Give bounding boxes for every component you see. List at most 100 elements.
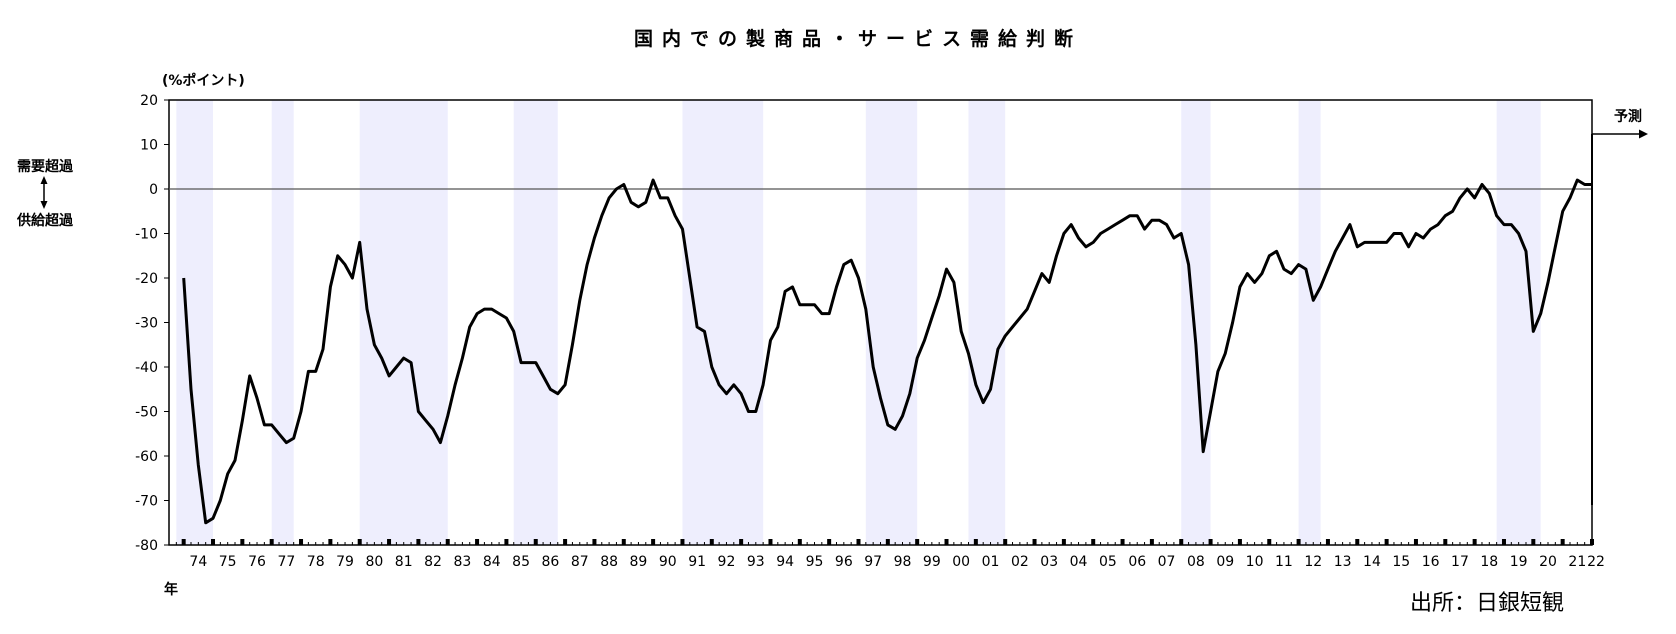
x-year-tick [1267, 539, 1272, 545]
x-tick-label: 16 [1422, 554, 1440, 570]
x-tick-label: 95 [806, 554, 824, 570]
x-year-tick [357, 539, 362, 545]
x-tick-label: 87 [571, 554, 589, 570]
x-tick-label: 85 [512, 554, 530, 570]
x-tick-label: 96 [835, 554, 853, 570]
x-tick-label: 98 [894, 554, 912, 570]
side-arrow-up-head [40, 176, 48, 184]
x-tick-label: 18 [1480, 554, 1498, 570]
shaded-period [176, 100, 214, 545]
x-year-tick [1091, 539, 1096, 545]
x-tick-label: 00 [952, 554, 970, 570]
x-tick-label: 88 [600, 554, 618, 570]
x-year-tick [827, 539, 832, 545]
x-tick-label: 11 [1275, 554, 1293, 570]
x-year-tick [445, 539, 450, 545]
x-year-tick [709, 539, 714, 545]
chart-title: 国内での製商品・サービス需給判断 [634, 27, 1082, 50]
x-year-tick [768, 539, 773, 545]
y-tick-label: -40 [135, 360, 158, 376]
x-tick-label: 97 [864, 554, 882, 570]
series-line [182, 178, 1592, 525]
x-year-tick [915, 539, 920, 545]
x-year-tick [1443, 539, 1448, 545]
x-tick-label: 08 [1187, 554, 1205, 570]
y-tick-label: -30 [135, 316, 158, 332]
x-year-tick [1296, 539, 1301, 545]
x-year-tick [885, 539, 890, 545]
x-tick-label: 99 [923, 554, 941, 570]
x-year-tick [181, 539, 186, 545]
x-year-tick [1003, 539, 1008, 545]
x-tick-label: 84 [483, 554, 501, 570]
x-year-tick [563, 539, 568, 545]
x-year-tick [1237, 539, 1242, 545]
x-tick-label: 10 [1246, 554, 1264, 570]
x-year-tick [299, 539, 304, 545]
shaded-period [271, 100, 294, 545]
source-note: 出所：日銀短観 [1410, 591, 1564, 616]
x-year-tick [1032, 539, 1037, 545]
x-year-tick [1149, 539, 1154, 545]
x-tick-label: 09 [1216, 554, 1234, 570]
x-year-tick [621, 539, 626, 545]
decorations [40, 129, 1648, 505]
shaded-period [1181, 100, 1211, 545]
shaded-period [968, 100, 1006, 545]
x-year-tick [1355, 539, 1360, 545]
x-tick-label: 05 [1099, 554, 1117, 570]
x-year-tick [1384, 539, 1389, 545]
x-tick-label: 91 [688, 554, 706, 570]
x-year-tick [973, 539, 978, 545]
y-tick-label: 0 [149, 182, 158, 198]
side-arrow-down-head [40, 201, 48, 209]
forecast-arrow-head [1639, 129, 1648, 139]
supply-excess-label: 供給超過 [16, 212, 74, 229]
x-year-tick [1061, 539, 1066, 545]
x-tick-label: 01 [982, 554, 1000, 570]
x-year-tick [416, 539, 421, 545]
x-tick-label: 13 [1334, 554, 1352, 570]
x-tick-label: 19 [1510, 554, 1528, 570]
x-tick-label: 92 [718, 554, 736, 570]
x-tick-label: 78 [307, 554, 325, 570]
x-year-tick [651, 539, 656, 545]
x-year-tick [240, 539, 245, 545]
x-tick-label: 76 [248, 554, 266, 570]
x-tick-label: 15 [1392, 554, 1410, 570]
x-tick-label: 90 [659, 554, 677, 570]
x-year-tick [1208, 539, 1213, 545]
x-year-tick [797, 539, 802, 545]
x-tick-label: 17 [1451, 554, 1469, 570]
shaded-period [359, 100, 448, 545]
x-year-tick [1413, 539, 1418, 545]
x-tick-label: 12 [1304, 554, 1322, 570]
x-tick-label: 79 [336, 554, 354, 570]
y-tick-label: 10 [140, 138, 158, 154]
x-year-tick [1179, 539, 1184, 545]
shaded-period [865, 100, 918, 545]
y-tick-label: -10 [135, 227, 158, 243]
x-tick-label: 14 [1363, 554, 1381, 570]
x-tick-label: 74 [189, 554, 207, 570]
x-year-tick [475, 539, 480, 545]
y-tick-label: -50 [135, 405, 158, 421]
x-year-tick [1531, 539, 1536, 545]
x-year-tick [856, 539, 861, 545]
x-tick-label: 03 [1040, 554, 1058, 570]
x-tick-label: 07 [1158, 554, 1176, 570]
x-year-tick [739, 539, 744, 545]
x-year-tick [680, 539, 685, 545]
x-year-tick [211, 539, 216, 545]
x-year-tick [592, 539, 597, 545]
y-tick-label: -60 [135, 449, 158, 465]
x-year-tick [328, 539, 333, 545]
x-tick-label: 77 [277, 554, 295, 570]
axes: 20 10 0 -10 -20 -30 -40 -50 -60 -70 -80 74 75 76 77 78 7… [135, 93, 1605, 570]
y-tick-label: 20 [140, 93, 158, 109]
x-tick-label: 02 [1011, 554, 1029, 570]
x-year-tick [1120, 539, 1125, 545]
x-tick-label: 80 [365, 554, 383, 570]
demand-excess-label: 需要超過 [17, 158, 74, 175]
